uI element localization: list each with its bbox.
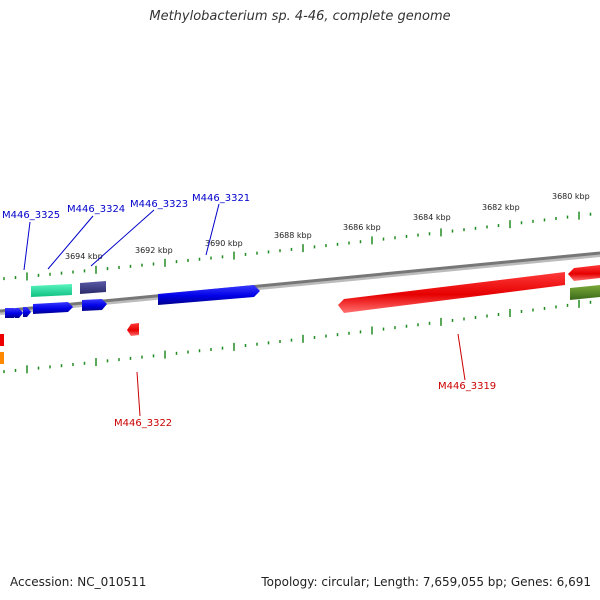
olive-feature [570, 285, 600, 300]
gene-label[interactable]: M446_3323 [130, 199, 188, 210]
teal-feature [31, 284, 72, 297]
gene-label[interactable]: M446_3321 [192, 193, 250, 204]
cds-feature-left-arrow [15, 308, 23, 318]
coordinate-labels: 3694 kbp 3692 kbp 3690 kbp 3688 kbp 3686… [65, 192, 590, 261]
tick-label: 3688 kbp [274, 231, 312, 240]
cds-feature-m446-3322 [127, 323, 139, 336]
red-edge-feature [0, 334, 4, 346]
tick-label: 3686 kbp [343, 223, 381, 232]
tick-label: 3692 kbp [135, 246, 173, 255]
cds-feature-m446-3323 [82, 299, 107, 311]
tick-label: 3680 kbp [552, 192, 590, 201]
cds-feature-m446-3321 [158, 285, 260, 305]
gene-label[interactable]: M446_3322 [114, 418, 172, 429]
accession-text: Accession: NC_010511 [10, 575, 147, 589]
slate-feature [80, 281, 106, 294]
gene-callouts [23, 203, 466, 417]
cds-feature-edge-right [568, 265, 600, 281]
cds-feature-left-arrow [23, 307, 31, 317]
callout-line [90, 209, 155, 267]
cds-feature-m446-3324 [33, 302, 73, 314]
callout-line [47, 215, 94, 270]
gene-label[interactable]: M446_3319 [438, 381, 496, 392]
tick-label: 3694 kbp [65, 252, 103, 261]
tick-label: 3684 kbp [413, 213, 451, 222]
callout-line [136, 371, 141, 417]
map-title: Methylobacterium sp. 4-46, complete geno… [149, 9, 451, 24]
reverse-tick-track [3, 299, 592, 374]
reverse-feature-track [0, 265, 600, 364]
gene-label[interactable]: M446_3325 [2, 210, 60, 221]
tick-label: 3682 kbp [482, 203, 520, 212]
forward-feature-track [5, 281, 260, 318]
gene-label[interactable]: M446_3324 [67, 204, 125, 215]
cds-feature-m446-3319 [338, 272, 565, 313]
tick-label: 3690 kbp [205, 239, 243, 248]
gene-labels: M446_3325 M446_3324 M446_3323 M446_3321 … [2, 193, 496, 429]
genome-summary-text: Topology: circular; Length: 7,659,055 bp… [261, 575, 591, 589]
orange-edge-feature [0, 352, 4, 364]
forward-tick-track [3, 211, 592, 281]
cds-feature-left-arrow [5, 308, 18, 318]
callout-line [457, 333, 466, 381]
callout-line [23, 221, 31, 271]
callout-line [205, 203, 220, 256]
